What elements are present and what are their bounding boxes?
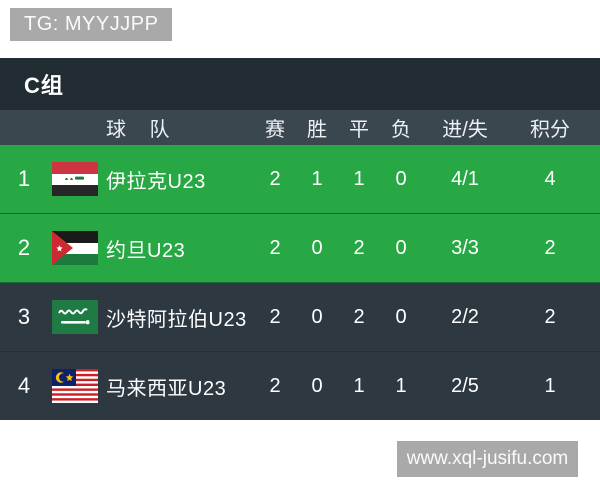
row-divider	[0, 351, 600, 352]
row-divider	[0, 213, 600, 214]
standings-row-iraq: 1 伊拉克U23 2 1 1 0 4/1 4	[0, 145, 600, 213]
column-played: 赛	[265, 119, 285, 141]
team-name: 伊拉克U23	[106, 170, 206, 193]
tg-watermark-badge: TG: MYYJJPP	[10, 8, 173, 41]
lost: 1	[395, 374, 407, 397]
column-team: 球 队	[106, 119, 179, 141]
tg-watermark-text: TG: MYYJJPP	[24, 13, 159, 35]
played: 2	[269, 374, 281, 397]
lost: 0	[395, 236, 407, 259]
standings-row-jordan: 2 约旦U23 2 0 2 0 3/3 2	[0, 214, 600, 282]
standings-table: C组 球 队 赛 胜 平 负 进/失 积分 1	[0, 58, 600, 420]
points: 4	[544, 167, 556, 190]
goals: 3/3	[451, 236, 479, 259]
column-lost: 负	[391, 119, 411, 141]
lost: 0	[395, 305, 407, 328]
team-name: 沙特阿拉伯U23	[106, 308, 247, 331]
goals: 4/1	[451, 167, 479, 190]
row-divider	[0, 282, 600, 283]
malaysia-flag-icon	[48, 369, 106, 403]
column-header-row: 球 队 赛 胜 平 负 进/失 积分	[0, 110, 600, 145]
played: 2	[269, 236, 281, 259]
drawn: 2	[353, 236, 365, 259]
jordan-flag-icon	[48, 231, 106, 265]
won: 0	[311, 374, 323, 397]
played: 2	[269, 305, 281, 328]
points: 2	[544, 236, 556, 259]
rank: 3	[17, 304, 31, 329]
won: 0	[311, 305, 323, 328]
site-watermark-text: www.xql-jusifu.com	[406, 448, 569, 469]
drawn: 1	[353, 374, 365, 397]
column-goals: 进/失	[442, 119, 488, 141]
iraq-flag-icon	[48, 162, 106, 196]
column-won: 胜	[307, 119, 327, 141]
standings-row-malaysia: 4	[0, 352, 600, 420]
group-header: C组	[0, 58, 600, 110]
saudi-arabia-flag-icon	[48, 300, 106, 334]
column-drawn: 平	[349, 119, 369, 141]
drawn: 1	[353, 167, 365, 190]
drawn: 2	[353, 305, 365, 328]
column-points: 积分	[530, 119, 570, 141]
played: 2	[269, 167, 281, 190]
team-name: 约旦U23	[106, 239, 186, 262]
rank: 4	[17, 373, 31, 398]
points: 1	[544, 374, 556, 397]
rank: 1	[17, 166, 31, 191]
points: 2	[544, 305, 556, 328]
team-name: 马来西亚U23	[106, 377, 227, 400]
goals: 2/5	[451, 374, 479, 397]
lost: 0	[395, 167, 407, 190]
standings-row-saudi-arabia: 3 沙特阿拉伯U23 2 0 2 0 2/2 2	[0, 283, 600, 351]
group-title: C组	[24, 73, 64, 98]
site-watermark-badge: www.xql-jusifu.com	[397, 441, 578, 477]
goals: 2/2	[451, 305, 479, 328]
won: 0	[311, 236, 323, 259]
rank: 2	[17, 235, 31, 260]
won: 1	[311, 167, 323, 190]
